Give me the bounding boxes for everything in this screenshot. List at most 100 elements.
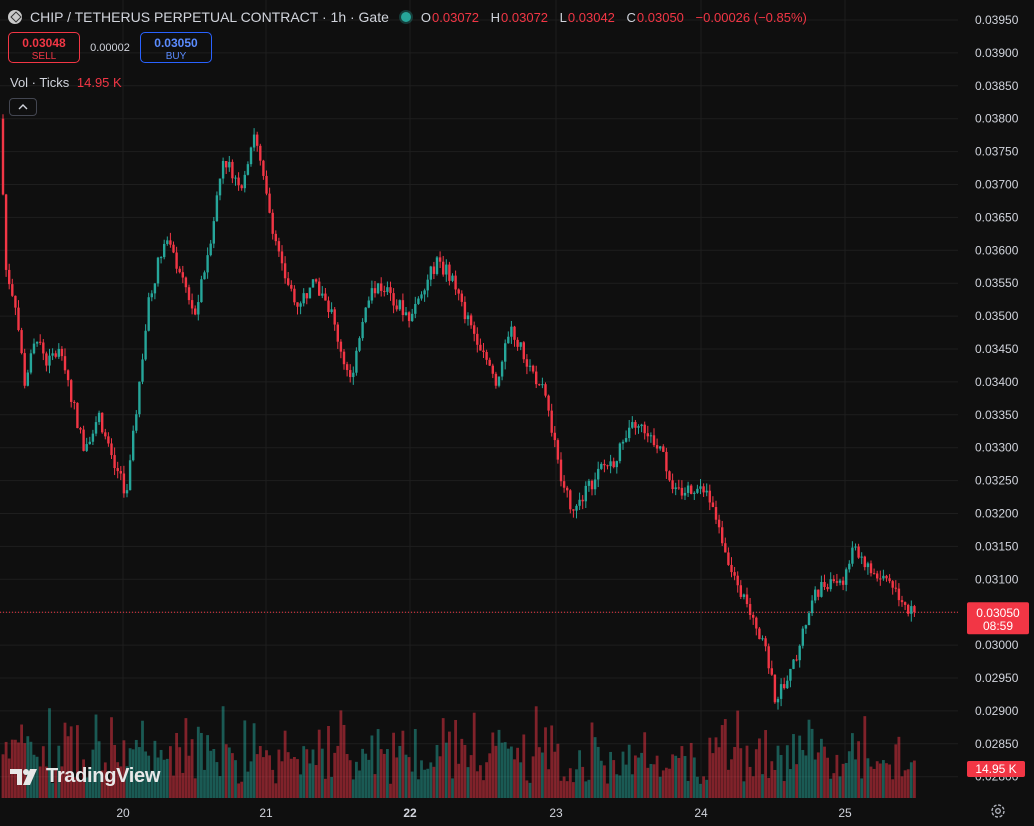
- candle: [872, 568, 876, 575]
- candle: [302, 288, 305, 307]
- volume-bar: [348, 760, 352, 798]
- candle-body: [690, 485, 693, 494]
- volume-bar: [779, 754, 783, 798]
- volume-bar: [751, 776, 755, 798]
- candle: [891, 579, 894, 595]
- volume-bar: [596, 746, 600, 798]
- candle-body: [215, 195, 219, 222]
- candle-body: [742, 594, 746, 597]
- candle: [35, 341, 39, 347]
- candle-body: [150, 293, 153, 298]
- candle-body: [649, 435, 653, 437]
- volume-bar: [531, 756, 535, 798]
- candle-body: [104, 432, 107, 437]
- volume-bar: [758, 738, 761, 798]
- sell-button[interactable]: 0.03048 SELL: [8, 32, 80, 63]
- volume-bar: [367, 759, 371, 798]
- candle: [448, 261, 451, 286]
- volume-bar: [100, 770, 104, 798]
- price-axis[interactable]: 0.03950 0.03900 0.03850 0.03800 0.03750 0.037…: [975, 13, 1019, 784]
- volume-bar: [320, 748, 324, 798]
- volume-bar: [872, 768, 876, 798]
- candle: [4, 193, 8, 277]
- volume-bar: [45, 766, 48, 798]
- candle: [742, 593, 746, 600]
- candle: [256, 131, 259, 152]
- volume-bar: [448, 731, 451, 798]
- candle: [820, 575, 823, 598]
- volume-bar: [51, 783, 54, 798]
- volume-bar: [686, 780, 690, 798]
- candle-body: [259, 145, 262, 161]
- volume-bar: [770, 761, 774, 798]
- candle-body: [879, 578, 882, 580]
- volume-bar: [847, 751, 851, 798]
- candle: [197, 294, 200, 321]
- volume-bar: [277, 749, 281, 798]
- candle: [417, 296, 420, 305]
- candle: [798, 644, 801, 668]
- volume-bar: [351, 779, 355, 798]
- volume-bar: [736, 710, 740, 798]
- volume-bar: [401, 730, 405, 798]
- tradingview-wordmark: TradingView: [46, 765, 161, 787]
- candle-body: [559, 459, 563, 482]
- candle-body: [810, 600, 814, 614]
- candle: [82, 425, 85, 452]
- candle: [395, 299, 398, 312]
- candle-body: [35, 341, 39, 344]
- candle-body: [358, 338, 361, 351]
- volume-bar: [603, 765, 606, 798]
- gear-icon[interactable]: [989, 802, 1007, 820]
- candle-body: [308, 287, 312, 299]
- candle-body: [128, 460, 132, 491]
- volume-bar: [88, 767, 92, 798]
- volume-bar: [392, 732, 395, 798]
- candle: [107, 432, 110, 447]
- symbol-icon[interactable]: [8, 10, 22, 24]
- volume-bar: [804, 755, 808, 798]
- volume-bar: [516, 747, 519, 798]
- volume-bar: [150, 770, 154, 798]
- symbol-title[interactable]: CHIP / TETHERUS PERPETUAL CONTRACT · 1h …: [30, 9, 389, 25]
- candle-body: [51, 353, 54, 356]
- candle: [615, 460, 618, 474]
- volume-bar: [875, 761, 879, 798]
- volume-bar: [94, 714, 98, 798]
- candle: [407, 311, 411, 328]
- collapse-legend-button[interactable]: [9, 98, 37, 116]
- market-status-icon[interactable]: [400, 12, 411, 22]
- candle-body: [860, 556, 863, 558]
- candle: [321, 286, 324, 299]
- candle-body: [448, 264, 451, 281]
- candle: [538, 383, 541, 386]
- volume-bar: [435, 744, 439, 798]
- candle-body: [23, 353, 26, 386]
- candle-body: [615, 461, 618, 468]
- candle-body: [305, 293, 308, 299]
- candle: [420, 291, 423, 301]
- price-tick-label: 0.02900: [975, 704, 1019, 718]
- buy-button[interactable]: 0.03050 BUY: [140, 32, 212, 63]
- tradingview-logo[interactable]: TradingView: [10, 765, 160, 788]
- volume-bar: [674, 755, 678, 798]
- volume-bar: [379, 749, 383, 798]
- buy-price: 0.03050: [154, 36, 198, 50]
- volume-legend[interactable]: Vol · Ticks 14.95 K: [10, 75, 122, 90]
- volume-bar: [63, 722, 67, 798]
- spread-value: 0.00002: [90, 41, 130, 54]
- candle: [327, 296, 330, 319]
- candle-body: [581, 499, 584, 502]
- candle-body: [587, 480, 591, 486]
- candle: [699, 478, 702, 495]
- price-tick-label: 0.03300: [975, 441, 1019, 455]
- candle-body: [876, 573, 879, 579]
- candle-body: [432, 266, 436, 274]
- candle: [482, 343, 485, 358]
- time-tick-label: 21: [259, 806, 273, 820]
- volume-bar: [615, 774, 619, 798]
- candle: [832, 575, 835, 584]
- time-axis[interactable]: 20 21 22 23 24 25: [116, 806, 852, 820]
- candle: [497, 376, 501, 388]
